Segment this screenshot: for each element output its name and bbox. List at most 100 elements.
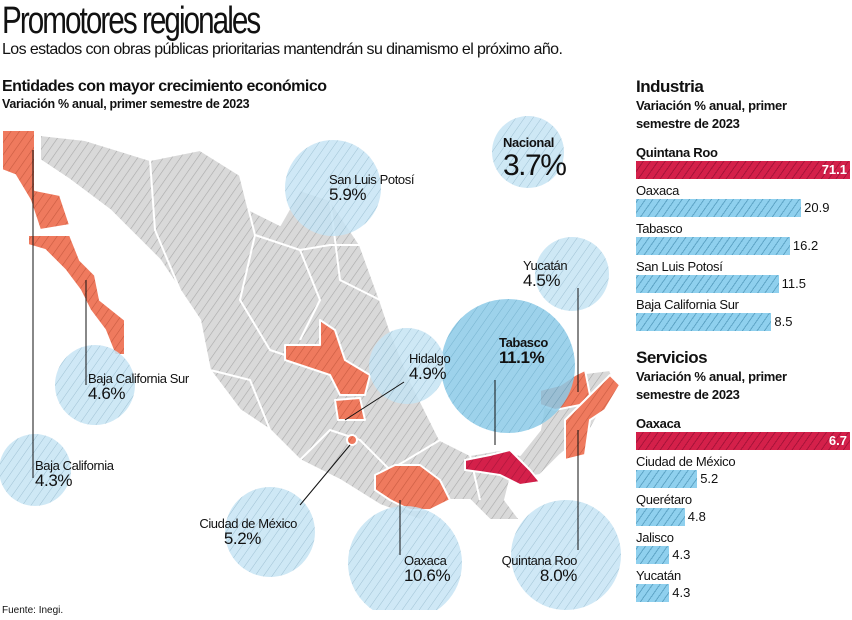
bar-value: 5.2 (700, 471, 719, 486)
bar-value: 6.7 (828, 433, 847, 448)
state-value: 5.2% (223, 529, 262, 548)
bar-value: 71.1 (821, 162, 847, 177)
bar (636, 237, 790, 255)
state-name: Quintana Roo (501, 553, 578, 568)
bar-row: 8.5 (636, 313, 850, 332)
state-tabasco (464, 449, 541, 486)
state-quintana-roo (564, 374, 621, 461)
bar (636, 584, 670, 602)
page-title: Promotores regionales (2, 0, 261, 42)
state-baja-california-sur (27, 234, 126, 356)
servicios-chart: Servicios Variación % anual, primer seme… (636, 348, 850, 606)
bubble-baja-california-sur (55, 345, 135, 425)
bubble-baja-california (0, 434, 71, 506)
state-value: 8.0% (539, 566, 578, 585)
bar-label: San Luis Potosí (636, 259, 723, 274)
bar-row: 4.3 (636, 584, 850, 603)
bar (636, 275, 779, 293)
bubble-ciudad-de-mexico (225, 487, 315, 577)
bubble-quintana-roo (511, 500, 621, 610)
state-san-luis-potosi (284, 319, 371, 396)
bar-label: Quintana Roo (636, 145, 718, 160)
bar-row: 4.8 (636, 508, 850, 527)
bar (636, 546, 670, 564)
chart-subtitle: Variación % anual, primer semestre de 20… (636, 369, 787, 402)
bubble-oaxaca (348, 506, 462, 610)
bar (636, 313, 772, 331)
bubble-yucatan (535, 237, 609, 311)
map-subtitle: Variación % anual, primer semestre de 20… (2, 97, 250, 111)
bar-row: 5.2 (636, 470, 850, 489)
bar (636, 470, 698, 488)
bar-row: 71.1 (636, 161, 850, 180)
state-name: Tabasco (499, 335, 548, 350)
map-title: Entidades con mayor crecimiento económic… (2, 78, 327, 95)
bar-value: 4.3 (672, 547, 691, 562)
leader-lines (32, 150, 579, 555)
state-value: 4.6% (88, 384, 126, 403)
state-name: Hidalgo (409, 351, 451, 366)
bar-label: Tabasco (636, 221, 683, 236)
label-hidalgo: Hidalgo 4.9% (409, 351, 451, 383)
bar-row: 11.5 (636, 275, 850, 294)
chart-subtitle: Variación % anual, primer semestre de 20… (636, 98, 787, 131)
bar-row: 6.7 (636, 432, 850, 451)
state-value: 3.7% (503, 149, 567, 182)
page-subtitle: Los estados con obras públicas prioritar… (2, 41, 563, 58)
state-value: 4.9% (409, 364, 447, 383)
bar (636, 508, 685, 526)
bubble-hidalgo (369, 328, 445, 404)
bubble-tabasco (441, 299, 575, 433)
label-ciudad-de-mexico: Ciudad de México 5.2% (157, 516, 297, 548)
bar-label: Oaxaca (636, 416, 681, 431)
bar-value: 4.3 (672, 585, 691, 600)
label-yucatan: Yucatán 4.5% (523, 258, 568, 290)
state-value: 4.3% (35, 471, 73, 490)
state-ciudad-de-mexico (346, 434, 358, 446)
bar (636, 161, 850, 179)
bar-label: Ciudad de México (636, 454, 736, 469)
bubble-nacional (492, 116, 564, 188)
bar-label: Jalisco (636, 530, 674, 545)
bubbles (0, 116, 621, 610)
label-baja-california-sur: Baja California Sur 4.6% (88, 371, 189, 403)
state-value: 10.6% (404, 566, 451, 585)
state-queretaro (334, 397, 366, 421)
label-baja-california: Baja California 4.3% (35, 458, 114, 490)
bar-row: 20.9 (636, 199, 850, 218)
chart-title: Servicios (636, 348, 708, 367)
label-san-luis-potosi: San Luis Potosí 5.9% (329, 172, 415, 203)
industria-chart: Industria Variación % anual, primer seme… (636, 77, 850, 335)
bar-value: 4.8 (687, 509, 706, 524)
bar-value: 16.2 (792, 238, 819, 253)
bar-row: 16.2 (636, 237, 850, 256)
state-name: Nacional (503, 135, 554, 150)
state-name: Oaxaca (404, 553, 447, 568)
source-note: Fuente: Inegi. (2, 605, 64, 616)
state-name: Baja California (35, 458, 114, 473)
state-baja-california (1, 129, 71, 231)
mexico-map (0, 116, 621, 610)
state-name: Ciudad de México (199, 516, 297, 531)
state-name: Baja California Sur (88, 371, 189, 386)
label-oaxaca: Oaxaca 10.6% (404, 553, 451, 585)
bar-row: 4.3 (636, 546, 850, 565)
state-name: San Luis Potosí (329, 172, 415, 187)
label-nacional: Nacional 3.7% (503, 135, 567, 182)
chart-title: Industria (636, 77, 704, 96)
label-tabasco: Tabasco 11.1% (499, 335, 548, 367)
state-name: Yucatán (523, 258, 568, 273)
bubble-san-luis-potosi (285, 140, 381, 236)
label-quintana-roo: Quintana Roo 8.0% (497, 553, 578, 585)
bar (636, 432, 850, 450)
bar-label: Baja California Sur (636, 297, 739, 312)
bar-value: 11.5 (781, 276, 806, 291)
state-oaxaca (374, 464, 451, 511)
bar (636, 199, 802, 217)
bar-value: 20.9 (804, 200, 830, 215)
bar-value: 8.5 (774, 314, 793, 329)
state-value: 11.1% (499, 348, 545, 367)
bar-label: Oaxaca (636, 183, 680, 198)
bar-label: Querétaro (636, 492, 692, 507)
state-value: 4.5% (523, 271, 561, 290)
